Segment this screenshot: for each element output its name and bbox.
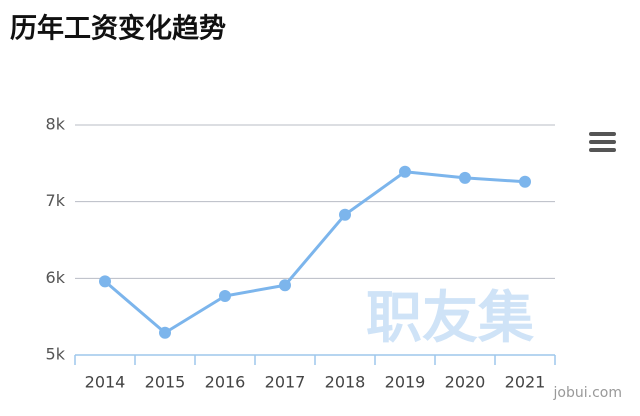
x-tick-label: 2018 bbox=[325, 373, 366, 392]
x-tick-label: 2020 bbox=[445, 373, 486, 392]
menu-button[interactable] bbox=[586, 127, 620, 159]
x-tick-label: 2014 bbox=[85, 373, 126, 392]
x-tick-label: 2021 bbox=[505, 373, 546, 392]
point bbox=[99, 275, 111, 288]
point bbox=[399, 165, 411, 178]
menu-bar[interactable] bbox=[589, 148, 616, 152]
y-tick-label: 5k bbox=[46, 345, 66, 364]
point bbox=[159, 326, 171, 339]
x-tick-label: 2015 bbox=[145, 373, 186, 392]
point bbox=[339, 208, 351, 221]
x-tick-label: 2017 bbox=[265, 373, 306, 392]
x-tick-label: 2019 bbox=[385, 373, 426, 392]
menu-bar[interactable] bbox=[589, 140, 616, 144]
watermark-url: jobui.com bbox=[553, 385, 622, 401]
chart-title: 历年工资变化趋势 bbox=[10, 13, 226, 45]
line bbox=[104, 170, 526, 335]
y-tick-label: 8k bbox=[46, 115, 66, 134]
watermark: 职友集 bbox=[366, 286, 534, 351]
y-tick-label: 7k bbox=[46, 191, 66, 210]
point bbox=[519, 175, 531, 188]
y-tick-label: 6k bbox=[46, 268, 66, 287]
point bbox=[459, 171, 471, 184]
x-tick-label: 2016 bbox=[205, 373, 246, 392]
menu-bar[interactable] bbox=[589, 132, 616, 136]
point bbox=[279, 279, 291, 292]
point bbox=[219, 289, 231, 302]
